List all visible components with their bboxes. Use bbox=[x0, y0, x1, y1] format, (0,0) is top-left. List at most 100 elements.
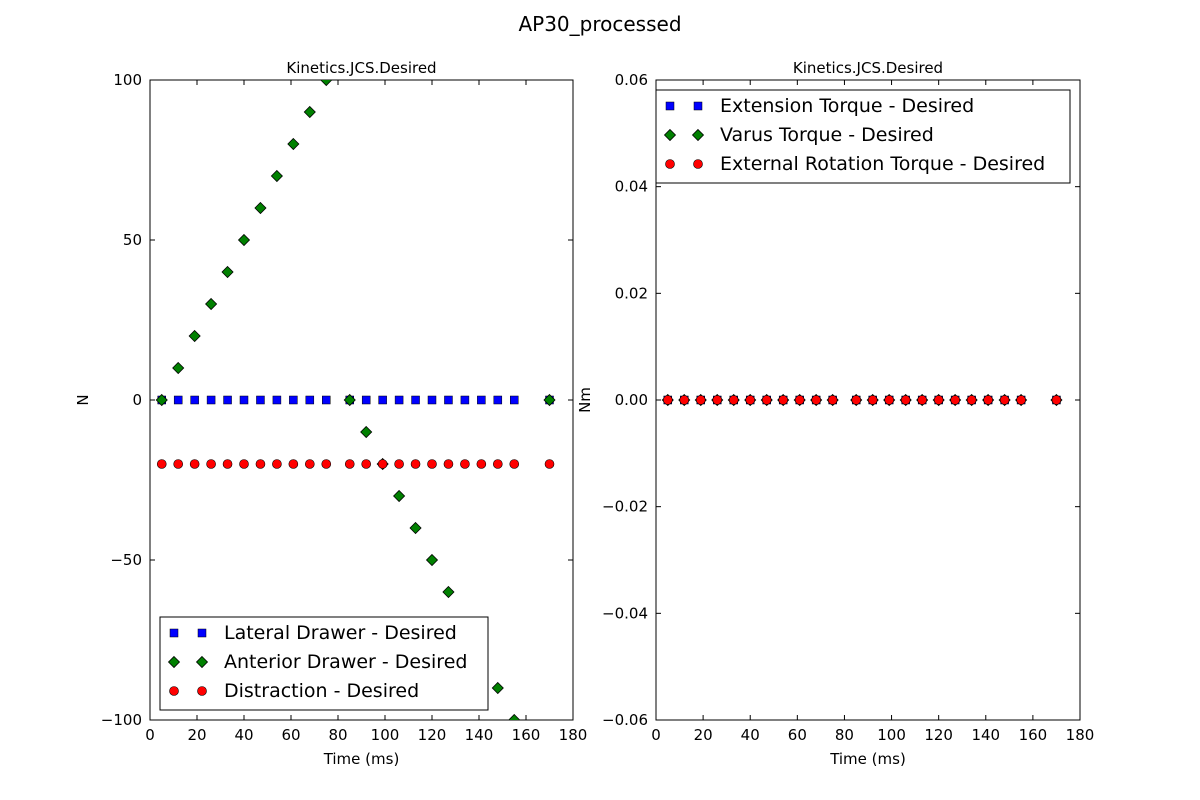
x-tick-label: 140 bbox=[971, 726, 1000, 744]
data-point bbox=[173, 459, 183, 469]
legend-label: Lateral Drawer - Desired bbox=[224, 622, 457, 644]
legend-marker bbox=[169, 628, 179, 638]
legend-label: Varus Torque - Desired bbox=[720, 124, 934, 146]
x-tick-label: 0 bbox=[651, 726, 661, 744]
data-point bbox=[460, 459, 470, 469]
x-tick-label: 80 bbox=[835, 726, 854, 744]
figure-suptitle: AP30_processed bbox=[518, 12, 681, 36]
data-point bbox=[443, 459, 454, 469]
data-point bbox=[411, 395, 420, 405]
data-point bbox=[851, 395, 862, 405]
legend-label: Anterior Drawer - Desired bbox=[224, 651, 467, 673]
legend-marker bbox=[693, 159, 703, 169]
data-point bbox=[508, 713, 521, 720]
data-point bbox=[270, 169, 283, 183]
data-points bbox=[661, 393, 1063, 407]
data-point bbox=[510, 395, 519, 405]
y-tick-label: 0.04 bbox=[615, 178, 648, 196]
data-point bbox=[361, 395, 371, 405]
x-tick-label: 40 bbox=[234, 726, 253, 744]
data-point bbox=[189, 459, 200, 469]
legend: Lateral Drawer - Desired Anterior Drawer … bbox=[159, 616, 489, 711]
legend-marker bbox=[197, 628, 207, 638]
data-point bbox=[223, 395, 232, 405]
legend-marker bbox=[167, 655, 181, 669]
data-point bbox=[867, 395, 878, 405]
legend-marker bbox=[693, 101, 703, 111]
left-panel: 0 20 40 60 80 100 120 140 160 180 −100 −50 0 50 100 Kin… bbox=[74, 59, 587, 768]
data-point bbox=[156, 459, 167, 469]
y-axis-label: Nm bbox=[576, 387, 594, 413]
right-panel: 0 20 40 60 80 100 120 140 160 180 −0.06 −0.04 −0.02 0… bbox=[576, 59, 1094, 768]
x-tick-label: 120 bbox=[924, 726, 953, 744]
data-point bbox=[321, 459, 332, 469]
data-point bbox=[272, 395, 282, 405]
data-point bbox=[679, 395, 690, 405]
x-tick-label: 120 bbox=[418, 726, 447, 744]
data-point bbox=[320, 80, 333, 87]
data-point bbox=[393, 489, 406, 503]
x-tick-label: 180 bbox=[1066, 726, 1095, 744]
data-point bbox=[303, 105, 316, 119]
data-point bbox=[409, 521, 422, 535]
data-point bbox=[544, 459, 555, 469]
x-tick-label: 20 bbox=[187, 726, 206, 744]
data-point bbox=[272, 459, 282, 469]
data-point bbox=[662, 395, 673, 405]
data-point bbox=[155, 393, 168, 407]
data-point bbox=[999, 395, 1010, 405]
y-tick-label: −100 bbox=[101, 711, 142, 729]
data-point bbox=[378, 395, 387, 405]
data-point bbox=[745, 395, 756, 405]
data-point bbox=[287, 137, 300, 151]
data-point bbox=[410, 459, 421, 469]
axes-title: Kinetics.JCS.Desired bbox=[286, 59, 436, 77]
x-tick-label: 140 bbox=[465, 726, 494, 744]
y-tick-label: 0 bbox=[132, 391, 142, 409]
data-point bbox=[966, 395, 977, 405]
data-point bbox=[425, 553, 439, 567]
x-tick-label: 40 bbox=[741, 726, 760, 744]
data-point bbox=[827, 395, 838, 405]
x-tick-label: 20 bbox=[694, 726, 713, 744]
data-point bbox=[221, 265, 234, 279]
data-point bbox=[289, 395, 298, 405]
data-point bbox=[394, 459, 404, 469]
y-tick-label: −0.04 bbox=[602, 604, 648, 622]
data-point bbox=[288, 459, 299, 469]
data-point bbox=[460, 395, 470, 405]
data-point bbox=[983, 395, 993, 405]
y-axis-label: N bbox=[74, 394, 92, 405]
x-tick-label: 100 bbox=[371, 726, 400, 744]
y-tick-label: 0.02 bbox=[615, 284, 648, 302]
data-point bbox=[344, 459, 355, 469]
data-point bbox=[237, 233, 251, 247]
legend-marker bbox=[663, 128, 677, 142]
data-point bbox=[322, 395, 331, 405]
data-point bbox=[900, 395, 911, 405]
data-point bbox=[394, 395, 404, 405]
x-axis-label: Time (ms) bbox=[829, 750, 906, 768]
data-point bbox=[444, 395, 453, 405]
data-point bbox=[361, 459, 372, 469]
axes-title: Kinetics.JCS.Desired bbox=[793, 59, 943, 77]
x-tick-label: 0 bbox=[145, 726, 155, 744]
legend-marker bbox=[665, 101, 675, 111]
data-point bbox=[427, 459, 437, 469]
data-point bbox=[917, 395, 927, 405]
data-point bbox=[492, 459, 503, 469]
data-point bbox=[304, 459, 315, 469]
legend: Extension Torque - Desired Varus Torque -… bbox=[655, 89, 1071, 184]
x-tick-label: 160 bbox=[1019, 726, 1048, 744]
x-tick-label: 80 bbox=[328, 726, 347, 744]
x-tick-label: 160 bbox=[512, 726, 541, 744]
data-point bbox=[933, 395, 944, 405]
data-point bbox=[1016, 395, 1026, 405]
data-point bbox=[794, 395, 805, 405]
data-point bbox=[239, 459, 249, 469]
data-point bbox=[190, 395, 199, 405]
x-axis-label: Time (ms) bbox=[323, 750, 400, 768]
legend-label: External Rotation Torque - Desired bbox=[720, 153, 1045, 175]
data-point bbox=[360, 425, 373, 439]
data-point bbox=[477, 395, 486, 405]
